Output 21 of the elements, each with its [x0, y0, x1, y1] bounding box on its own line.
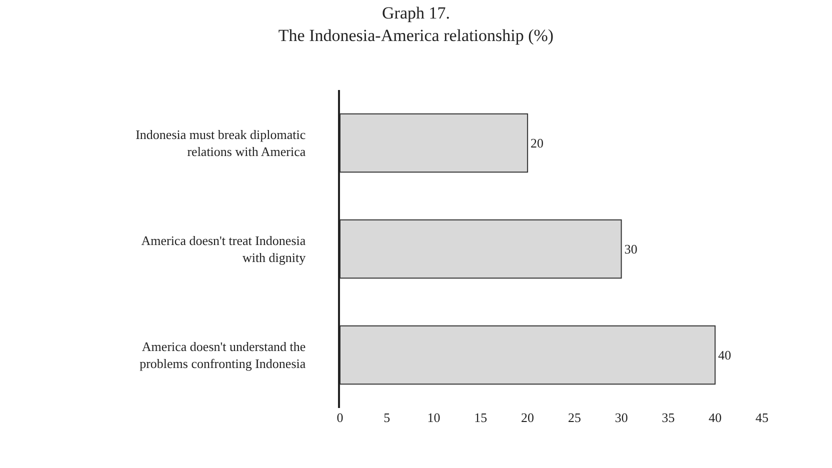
bar [340, 113, 528, 173]
x-tick-label: 10 [427, 410, 440, 425]
x-tick-label: 25 [568, 410, 581, 425]
y-tick-label: America doesn't understand the problems confronting Indonesia [140, 339, 306, 371]
x-tick-label: 30 [614, 410, 628, 425]
data-label: 20 [530, 136, 544, 150]
x-tick-label: 15 [474, 410, 488, 425]
data-label: 30 [624, 242, 638, 256]
bar [340, 325, 716, 385]
data-label: 40 [718, 348, 732, 362]
x-tick-label: 5 [384, 410, 390, 425]
chart-title: Graph 17. [382, 4, 450, 23]
x-tick-label: 20 [521, 410, 534, 425]
chart-subtitle: The Indonesia-America relationship (%) [278, 26, 554, 45]
y-tick-label: America doesn't treat Indonesia with dignity [141, 233, 306, 265]
x-tick-label: 45 [756, 410, 768, 425]
x-tick-label: 0 [336, 410, 344, 425]
bar [340, 219, 622, 279]
x-tick-label: 35 [662, 410, 675, 425]
x-tick-label: 40 [708, 410, 722, 425]
y-tick-label: Indonesia must break diplomatic relations with America [136, 127, 306, 159]
